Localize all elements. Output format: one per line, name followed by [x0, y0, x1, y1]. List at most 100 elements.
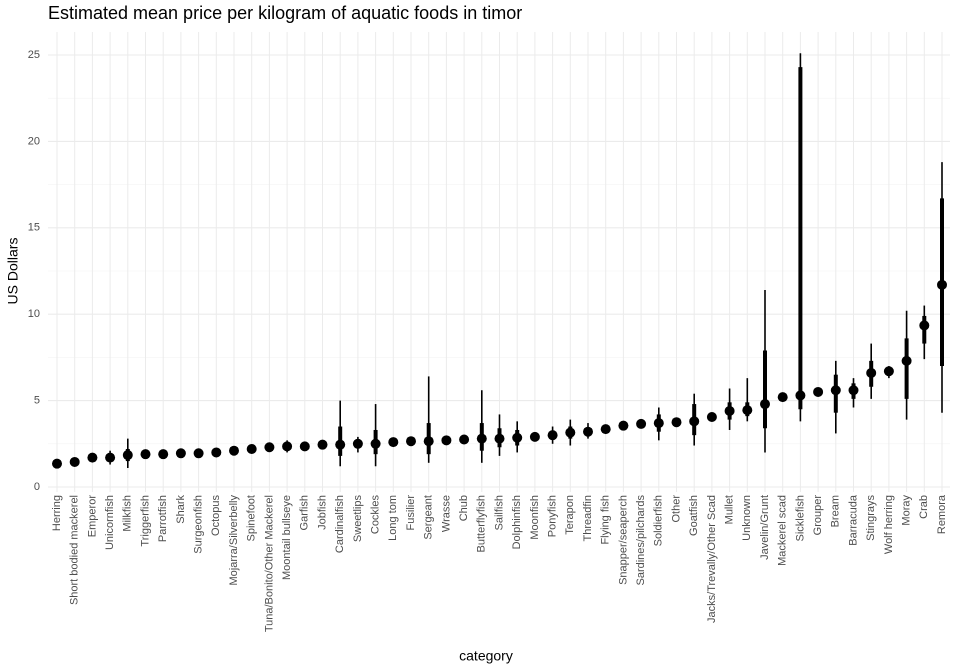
x-tick-label: Octopus	[210, 495, 222, 536]
point	[813, 386, 824, 397]
point	[211, 447, 222, 458]
x-tick-label: Unknown	[741, 495, 753, 541]
x-tick-label: Wrasse	[440, 495, 452, 532]
point	[901, 355, 912, 366]
point	[795, 390, 806, 401]
point	[724, 405, 735, 416]
x-tick-label: Crab	[918, 495, 930, 519]
y-tick-label: 20	[28, 135, 40, 147]
point	[229, 445, 239, 456]
point	[512, 432, 523, 443]
point	[636, 418, 647, 429]
point	[618, 420, 629, 431]
point	[937, 279, 947, 290]
x-tick-label: Tuna/Bonito/Other Mackerel	[263, 495, 275, 632]
y-tick-label: 5	[34, 395, 40, 407]
point	[494, 433, 505, 444]
point	[760, 399, 770, 410]
y-tick-label: 10	[28, 308, 40, 320]
x-tick-label: Dolphinfish	[511, 495, 523, 549]
point	[689, 416, 700, 427]
point	[883, 366, 894, 377]
x-tick-label: Moonfish	[529, 495, 541, 540]
point	[919, 320, 930, 331]
x-tick-label: Butterflyfish	[476, 495, 488, 552]
x-tick-label: Surgeonfish	[193, 495, 205, 554]
point	[547, 430, 558, 441]
x-tick-label: Soldierfish	[653, 495, 665, 546]
x-tick-label: Sicklefish	[794, 495, 806, 541]
x-tick-label: Terapon	[564, 495, 576, 535]
y-tick-label: 15	[28, 222, 40, 234]
x-tick-label: Moontail bullseye	[281, 495, 293, 580]
point	[866, 367, 877, 378]
x-tick-label: Snapper/seaperch	[617, 495, 629, 585]
x-tick-label: Bream	[830, 495, 842, 527]
x-tick-label: Cockles	[370, 495, 382, 535]
x-tick-label: Moray	[901, 495, 913, 526]
x-tick-label: Barracuda	[847, 494, 859, 546]
x-tick-label: Cardinalfish	[334, 495, 346, 553]
point	[246, 443, 257, 454]
x-axis-title: category	[459, 648, 513, 664]
point	[742, 405, 753, 416]
point	[282, 441, 293, 452]
x-tick-label: Threadfin	[582, 495, 594, 541]
x-tick-label: Flying fish	[600, 495, 612, 545]
x-tick-label: Wolf herring	[883, 495, 895, 554]
point	[352, 438, 363, 449]
x-tick-label: Garfish	[299, 495, 311, 530]
x-tick-label: Sailfish	[493, 495, 505, 530]
point	[600, 424, 611, 435]
point	[441, 435, 452, 446]
x-tick-label: Jacks/Trevally/Other Scad	[706, 495, 718, 623]
point	[140, 449, 151, 460]
x-tick-label: Javelin/Grunt	[759, 495, 771, 560]
x-tick-label: Triggerfish	[139, 495, 151, 547]
x-tick-label: Chub	[458, 495, 470, 521]
point	[565, 427, 576, 438]
point	[335, 439, 346, 450]
point	[583, 426, 593, 437]
point	[406, 436, 416, 447]
x-tick-label: Mojarra/Silverbelly	[228, 495, 240, 586]
x-tick-label: Mullet	[724, 495, 736, 524]
point	[175, 448, 186, 459]
x-tick-label: Ponyfish	[547, 495, 559, 537]
point	[653, 418, 664, 429]
point	[830, 385, 841, 396]
x-tick-label: Parrotfish	[157, 495, 169, 542]
x-tick-label: Short bodied mackerel	[69, 495, 81, 605]
point	[459, 434, 470, 445]
point	[299, 441, 310, 452]
x-tick-label: Goatfish	[688, 495, 700, 536]
point	[671, 417, 682, 428]
point	[706, 412, 717, 423]
point	[777, 392, 788, 403]
point	[317, 439, 328, 450]
x-tick-label: Unicornfish	[104, 495, 116, 550]
point	[52, 458, 62, 469]
point	[193, 448, 204, 459]
x-tick-label: Fusilier	[405, 495, 417, 531]
x-tick-label: Other	[670, 495, 682, 523]
x-tick-label: Sardines/pilchards	[635, 495, 647, 586]
x-tick-label: Emperor	[86, 495, 98, 538]
x-tick-label: Jobfish	[316, 495, 328, 530]
point	[264, 442, 275, 453]
x-tick-label: Sweetlips	[352, 495, 364, 543]
x-tick-label: Herring	[51, 495, 63, 531]
point	[122, 450, 133, 461]
point	[423, 436, 434, 447]
x-tick-label: Milkfish	[122, 495, 134, 532]
x-tick-label: Mackerel scad	[777, 495, 789, 566]
x-tick-label: Stingrays	[865, 495, 877, 541]
chart-title: Estimated mean price per kilogram of aqu…	[48, 3, 522, 23]
x-tick-label: Long tom	[387, 495, 399, 541]
x-tick-label: Shark	[175, 495, 187, 524]
point	[529, 431, 540, 442]
point	[158, 449, 169, 460]
y-axis-title: US Dollars	[5, 238, 21, 305]
x-tick-label: Grouper	[812, 495, 824, 536]
